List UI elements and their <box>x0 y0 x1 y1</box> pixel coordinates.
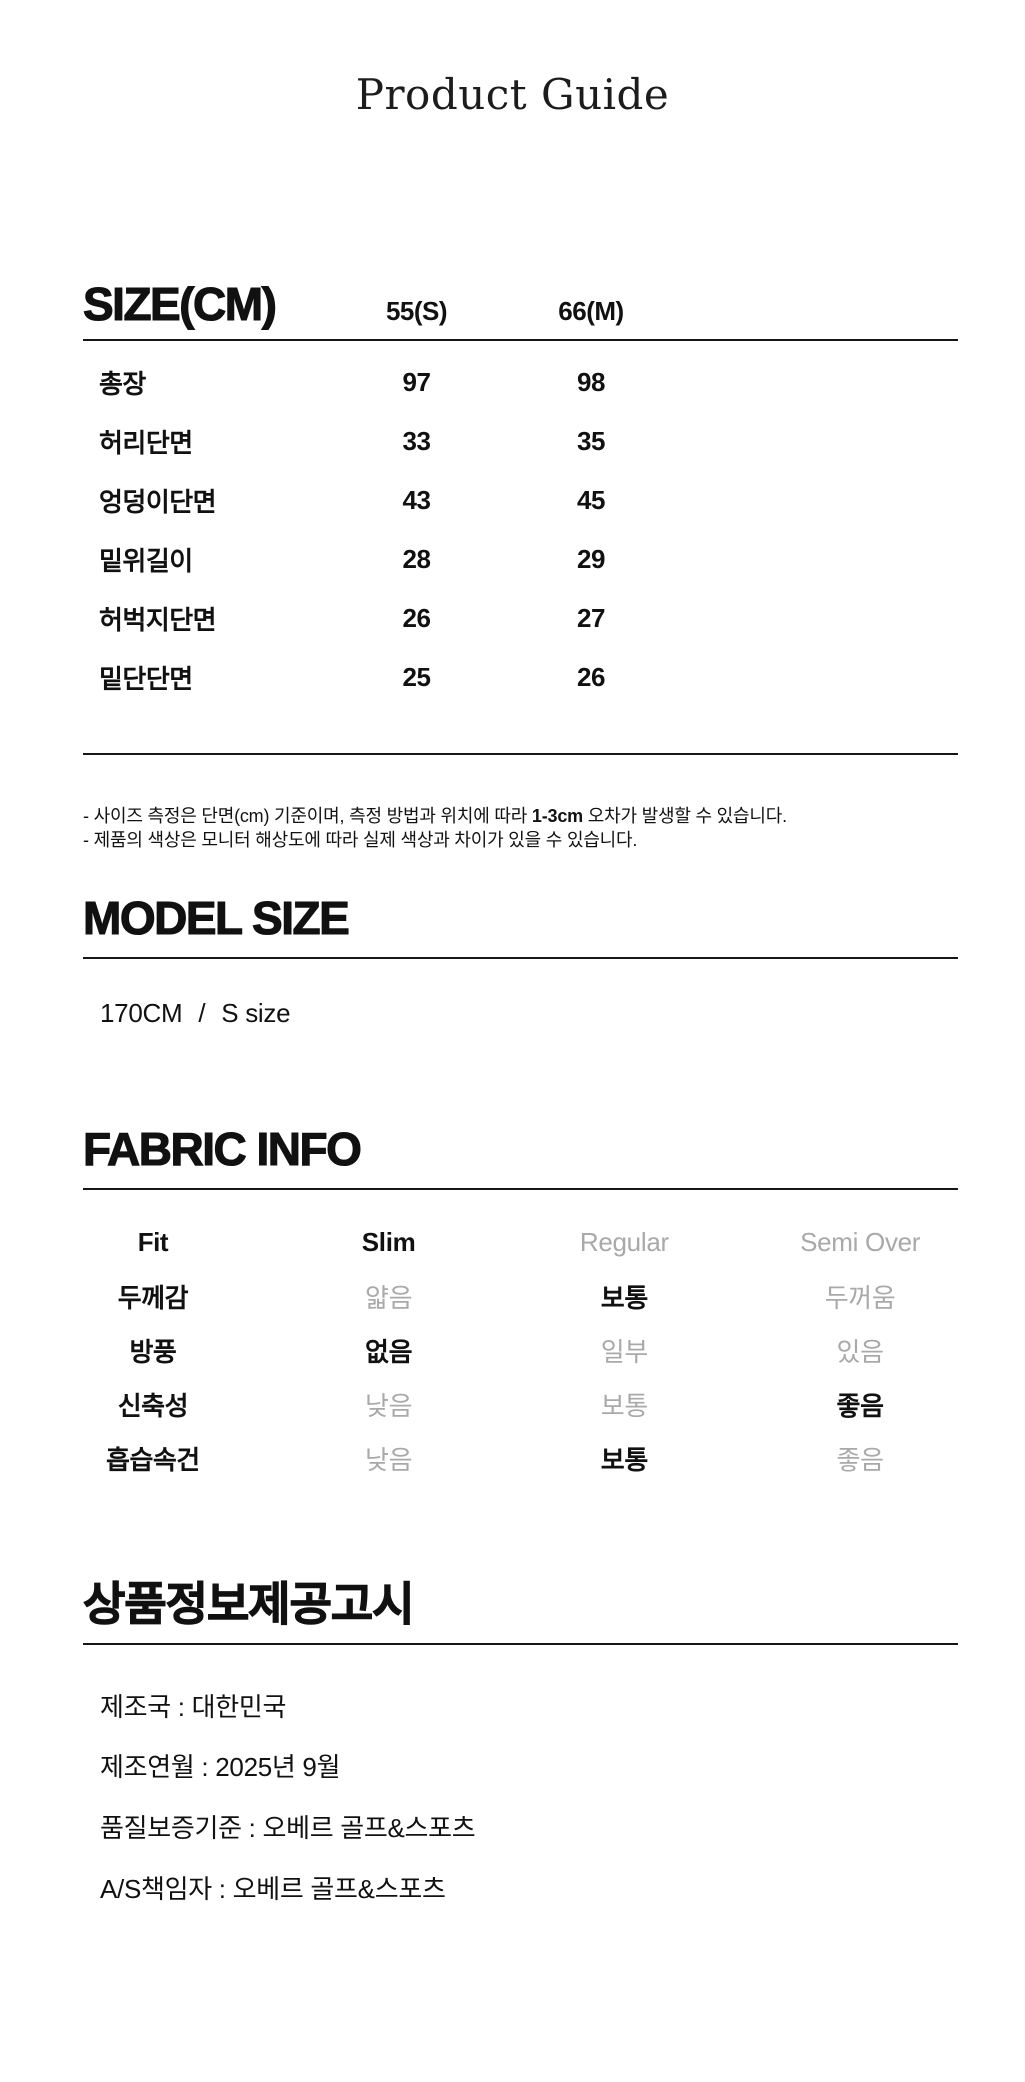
product-info-item-as: A/S책임자 : 오베르 골프&스포츠 <box>100 1873 446 1904</box>
fabric-row-label: Fit <box>137 1227 169 1258</box>
model-size-value: 170CM / S size <box>83 997 958 1031</box>
fabric-info-divider <box>83 1187 958 1190</box>
size-table-body: 총장 97 98 허리단면 33 35 엉덩이단면 43 45 밑위길이 28 … <box>83 341 958 756</box>
size-table-row: 총장 97 98 <box>83 353 958 412</box>
model-size-label: S size <box>221 997 291 1028</box>
product-info-heading: 상품정보제공고시 <box>82 1577 415 1630</box>
fabric-option: 보통 <box>600 1391 649 1422</box>
fabric-option: 낮음 <box>365 1445 413 1476</box>
size-row-label: 엉덩이단면 <box>99 487 217 518</box>
size-row-value: 26 <box>577 662 605 693</box>
size-col-header-55s: 55(S) <box>385 296 448 327</box>
size-row-label: 밑단단면 <box>99 664 193 695</box>
size-row-label: 허리단면 <box>99 428 193 459</box>
fabric-option: 일부 <box>600 1337 649 1368</box>
fabric-option: 얇음 <box>365 1283 413 1314</box>
fabric-option: 낮음 <box>365 1391 413 1422</box>
product-info-divider <box>83 1642 958 1645</box>
size-row-label: 밑위길이 <box>99 546 193 577</box>
size-row-value: 27 <box>577 603 605 634</box>
size-table-row: 엉덩이단면 43 45 <box>83 471 958 530</box>
size-row-value: 35 <box>577 426 605 457</box>
fabric-row-moisture: 흡습속건 낮음 보통 좋음 <box>35 1432 978 1486</box>
size-row-label: 허벅지단면 <box>99 605 217 636</box>
page-title: Product Guide <box>355 70 670 119</box>
size-heading: SIZE(CM) <box>82 278 277 331</box>
size-row-value: 26 <box>402 603 431 634</box>
product-info-item-country: 제조국 : 대한민국 <box>100 1691 287 1722</box>
size-row-value: 43 <box>402 485 431 516</box>
size-row-value: 28 <box>402 544 431 575</box>
fabric-option: Regular <box>579 1227 669 1258</box>
size-table-row: 밑단단면 25 26 <box>83 648 958 707</box>
fabric-option: Slim <box>361 1227 416 1258</box>
fabric-option: 좋음 <box>836 1391 885 1422</box>
model-size-heading: MODEL SIZE <box>82 892 350 945</box>
size-note-measure: - 사이즈 측정은 단면(cm) 기준이며, 측정 방법과 위치에 따라 1-3… <box>83 806 787 827</box>
fabric-info-section: FABRIC INFO Fit Slim Regular Semi Over 두… <box>82 1122 958 1486</box>
size-row-value: 29 <box>577 544 605 575</box>
fabric-row-thickness: 두께감 얇음 보통 두꺼움 <box>35 1270 978 1324</box>
fabric-row-label: 신축성 <box>117 1391 189 1422</box>
size-notes: - 사이즈 측정은 단면(cm) 기준이며, 측정 방법과 위치에 따라 1-3… <box>83 805 958 852</box>
model-size-section: MODEL SIZE 170CM / S size <box>82 892 958 1031</box>
model-separator: / <box>198 997 206 1028</box>
fabric-row-label: 두께감 <box>117 1283 189 1314</box>
size-row-value: 98 <box>577 367 605 398</box>
size-row-value: 45 <box>577 485 605 516</box>
product-info-item-date: 제조연월 : 2025년 9월 <box>100 1752 341 1783</box>
content: SIZE(CM) 55(S) 66(M) 총장 97 98 허리단면 33 35… <box>82 278 958 1907</box>
fabric-row-label: 방풍 <box>129 1337 177 1368</box>
fabric-option: 좋음 <box>836 1445 885 1476</box>
fabric-table: Fit Slim Regular Semi Over 두께감 얇음 보통 두꺼움… <box>35 1216 978 1486</box>
fabric-row-windproof: 방풍 없음 일부 있음 <box>35 1324 978 1378</box>
model-height: 170CM <box>100 997 183 1028</box>
fabric-info-heading: FABRIC INFO <box>82 1122 362 1175</box>
size-section: SIZE(CM) 55(S) 66(M) 총장 97 98 허리단면 33 35… <box>82 278 958 852</box>
size-table-row: 허벅지단면 26 27 <box>83 589 958 648</box>
product-info-list: 제조국 : 대한민국 제조연월 : 2025년 9월 품질보증기준 : 오베르 … <box>83 1691 958 1907</box>
fabric-option: 있음 <box>836 1337 885 1368</box>
size-col-header-66m: 66(M) <box>558 296 624 327</box>
size-row-label: 총장 <box>99 369 146 400</box>
fabric-option: 보통 <box>600 1283 649 1314</box>
product-info-section: 상품정보제공고시 제조국 : 대한민국 제조연월 : 2025년 9월 품질보증… <box>82 1577 958 1907</box>
size-row-value: 25 <box>402 662 431 693</box>
size-table-row: 밑위길이 28 29 <box>83 530 958 589</box>
fabric-option: Semi Over <box>800 1227 921 1258</box>
fabric-option: 두꺼움 <box>824 1283 896 1314</box>
size-row-value: 97 <box>402 367 431 398</box>
fabric-row-label: 흡습속건 <box>106 1445 200 1476</box>
model-size-divider <box>83 956 958 959</box>
size-table-header: SIZE(CM) 55(S) 66(M) <box>82 278 958 342</box>
product-info-item-warranty: 품질보증기준 : 오베르 골프&스포츠 <box>100 1813 476 1844</box>
fabric-row-fit: Fit Slim Regular Semi Over <box>35 1216 978 1270</box>
size-row-value: 33 <box>402 426 431 457</box>
size-note-color: - 제품의 색상은 모니터 해상도에 따라 실제 색상과 차이가 있을 수 있습… <box>83 829 638 850</box>
fabric-row-stretch: 신축성 낮음 보통 좋음 <box>35 1378 978 1432</box>
fabric-option: 보통 <box>600 1445 649 1476</box>
size-note-tolerance: 1-3cm <box>531 806 583 827</box>
size-table-row: 허리단면 33 35 <box>83 412 958 471</box>
fabric-option: 없음 <box>365 1337 413 1368</box>
